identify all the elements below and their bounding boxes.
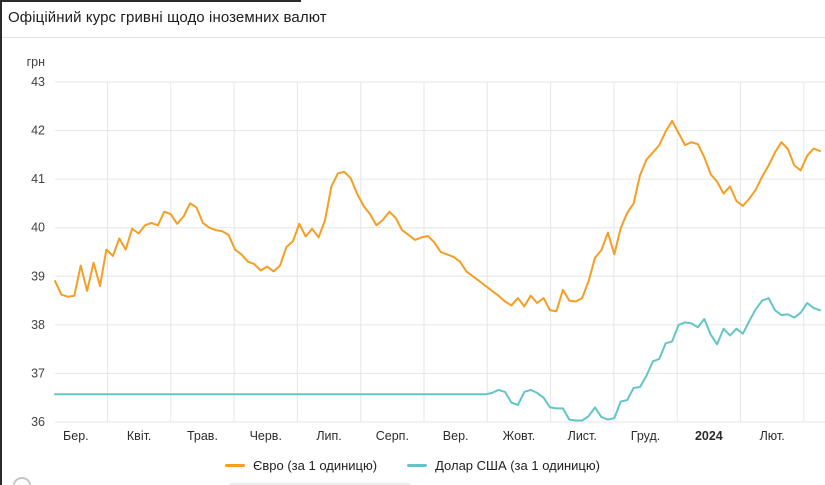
y-tick-label: 40 bbox=[31, 221, 45, 235]
x-tick-label: Бер. bbox=[63, 429, 89, 443]
x-tick-label: Жовт. bbox=[503, 429, 536, 443]
cropped-element-edge bbox=[230, 483, 410, 485]
legend-item-euro[interactable]: Євро (за 1 одиницю) bbox=[225, 458, 377, 473]
x-tick-label: Серп. bbox=[376, 429, 409, 443]
x-tick-label: Лют. bbox=[760, 429, 785, 443]
x-tick-label: Лист. bbox=[568, 429, 597, 443]
y-tick-label: 41 bbox=[31, 172, 45, 186]
y-tick-label: 38 bbox=[31, 318, 45, 332]
x-tick-label: Груд. bbox=[631, 429, 660, 443]
legend-label-euro: Євро (за 1 одиницю) bbox=[253, 457, 378, 473]
widget-header: Офіційний курс гривні щодо іноземних вал… bbox=[0, 0, 825, 38]
usd-line[interactable] bbox=[54, 297, 821, 422]
x-tick-label: Трав. bbox=[187, 429, 218, 443]
legend-item-usd[interactable]: Долар США (за 1 одиницю) bbox=[407, 458, 600, 473]
legend-label-usd: Долар США (за 1 одиницю) bbox=[435, 457, 600, 473]
x-tick-label: Квіт. bbox=[127, 429, 152, 443]
euro-line-swatch-icon bbox=[225, 463, 246, 467]
chart-legend: Євро (за 1 одиницю) Долар США (за 1 один… bbox=[0, 452, 825, 478]
x-tick-label: 2024 bbox=[695, 429, 723, 443]
screenshot-left-border bbox=[0, 0, 2, 485]
x-tick-label: Вер. bbox=[443, 429, 469, 443]
usd-line-swatch-icon bbox=[407, 463, 428, 467]
y-tick-label: 36 bbox=[31, 415, 45, 429]
x-tick-label: Лип. bbox=[316, 429, 341, 443]
y-tick-label: 39 bbox=[31, 269, 45, 283]
page-title: Офіційний курс гривні щодо іноземних вал… bbox=[8, 9, 327, 26]
screenshot-top-border bbox=[0, 0, 301, 2]
partial-magnifier-icon bbox=[13, 477, 31, 485]
euro-line[interactable] bbox=[54, 119, 821, 313]
x-tick-label: Черв. bbox=[250, 429, 282, 443]
y-tick-label: 42 bbox=[31, 124, 45, 138]
y-axis-unit-label: грн bbox=[27, 55, 46, 69]
y-tick-label: 37 bbox=[31, 366, 45, 380]
y-tick-label: 43 bbox=[31, 75, 45, 89]
